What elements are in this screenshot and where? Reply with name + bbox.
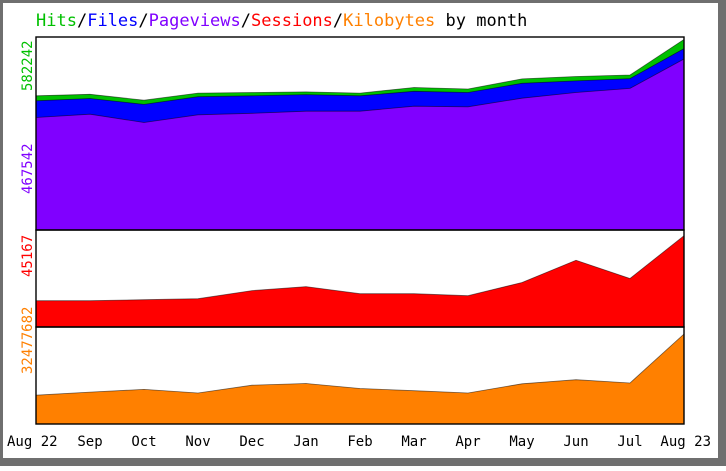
area-kilobytes (36, 334, 684, 424)
y-axis-label-0: 582242 (20, 40, 36, 91)
line-pageviews (35, 58, 685, 123)
x-tick-label: Oct (131, 434, 156, 450)
line-sessions (36, 235, 685, 302)
y-axis-label-0-secondary: 467542 (20, 143, 36, 194)
title-part-3: / (138, 11, 148, 31)
line-kilobytes (35, 333, 685, 396)
title-part-6: Sessions (251, 11, 333, 31)
x-tick-label: Apr (455, 434, 480, 450)
x-tick-label: Jun (563, 434, 588, 450)
title-part-2: Files (87, 11, 138, 31)
x-tick-label: Dec (239, 434, 264, 450)
frame-top (0, 0, 726, 3)
x-tick-label: Nov (185, 434, 210, 450)
title-part-1: / (77, 11, 87, 31)
line-hits (35, 39, 685, 101)
y-axis-label-1: 45167 (20, 235, 36, 277)
title-part-7: / (333, 11, 343, 31)
title-part-5: / (241, 11, 251, 31)
x-tick-label: Aug 22 (7, 434, 58, 450)
chart-title: Hits/Files/Pageviews/Sessions/Kilobytes … (36, 11, 527, 31)
line-files (35, 48, 685, 105)
x-tick-label: Jan (293, 434, 318, 450)
x-tick-label: Sep (77, 434, 102, 450)
panel-border-2 (35, 326, 685, 425)
title-part-0: Hits (36, 11, 77, 31)
frame-right (718, 0, 726, 466)
y-axis-label-2: 32477682 (20, 307, 36, 374)
title-part-8: Kilobytes (343, 11, 435, 31)
title-part-4: Pageviews (149, 11, 241, 31)
frame-bottom (0, 458, 726, 466)
x-tick-label: Aug 23 (660, 434, 711, 450)
x-tick-label: Mar (401, 434, 426, 450)
title-part-9: by month (435, 11, 527, 31)
area-sessions (36, 235, 684, 327)
area-pageviews (36, 59, 684, 230)
x-tick-label: Jul (617, 434, 642, 450)
x-tick-label: May (509, 434, 534, 450)
frame-left (0, 0, 3, 466)
x-tick-label: Feb (347, 434, 372, 450)
